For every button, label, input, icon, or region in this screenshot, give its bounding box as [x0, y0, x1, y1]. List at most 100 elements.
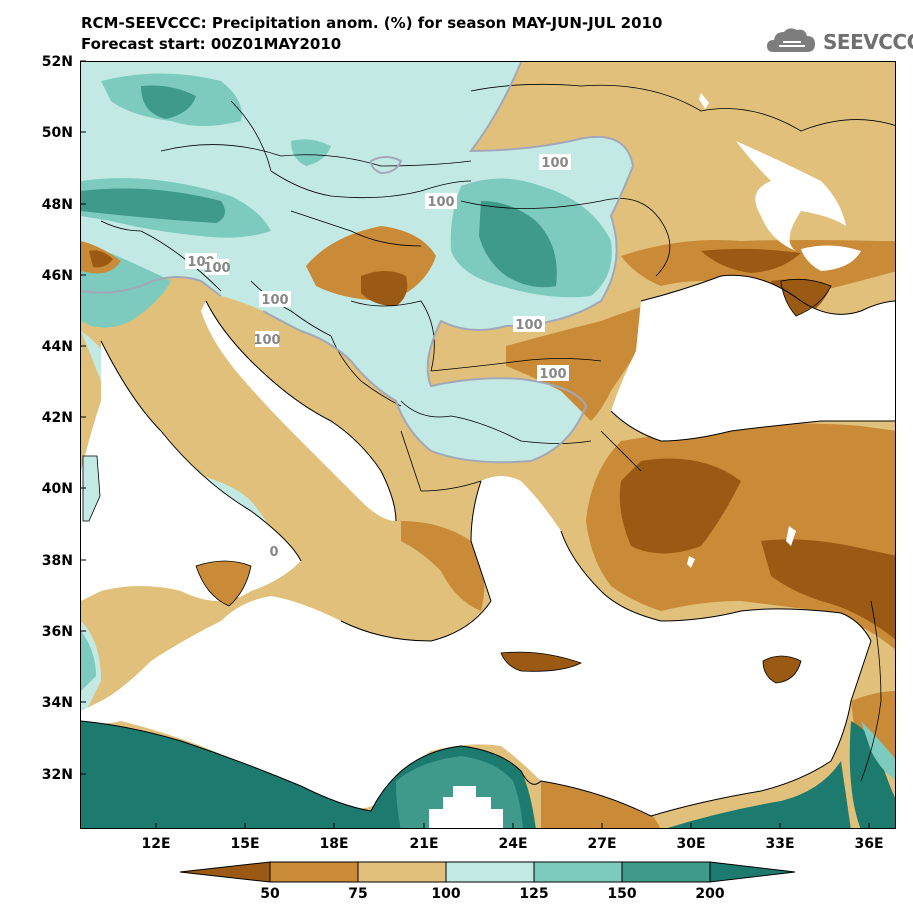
- colorbar-segment-75-100: [357, 861, 447, 883]
- island-crete: [500, 651, 583, 672]
- lat-label: 48N: [41, 197, 73, 213]
- reservoir: [736, 141, 846, 251]
- svg-text:100: 100: [539, 367, 566, 382]
- border: [160, 144, 472, 167]
- border: [600, 430, 642, 472]
- colorbar-label: 200: [695, 886, 725, 902]
- coastline: [205, 300, 397, 522]
- band-lt50: [361, 271, 408, 306]
- contour-label: 0: [267, 543, 281, 560]
- contour-label: 100: [537, 365, 569, 382]
- svg-text:100: 100: [427, 195, 454, 210]
- svg-text:100: 100: [541, 156, 568, 171]
- contour-label: 100: [539, 154, 571, 171]
- lat-label: 50N: [41, 125, 73, 141]
- border: [460, 198, 671, 277]
- lon-label: 36E: [854, 836, 884, 852]
- lon-label: 12E: [141, 836, 171, 852]
- colorbar-segment-125-150: [533, 861, 623, 883]
- colorbar-segment-100-125: [445, 861, 535, 883]
- border: [470, 83, 895, 132]
- band-50-75: [401, 521, 485, 611]
- contour-label: 100: [259, 291, 291, 308]
- map-panel[interactable]: 100 100 100 100 100 100 100 100 0: [80, 61, 896, 829]
- precipitation-map: 100 100 100 100 100 100 100 100 0: [81, 62, 895, 828]
- lat-label: 52N: [41, 54, 73, 70]
- egypt-coast-band: [667, 761, 851, 828]
- sea-adriatic: [201, 301, 396, 521]
- border: [100, 220, 222, 292]
- band-150-200: [479, 201, 557, 288]
- azov-sea: [801, 245, 861, 271]
- contour-label: 100: [425, 193, 457, 210]
- coastline: [560, 530, 872, 642]
- island-sardinia: [82, 455, 101, 522]
- svg-text:0: 0: [269, 545, 278, 560]
- band-lt50: [619, 458, 741, 554]
- coastline: [640, 274, 895, 315]
- coastline: [81, 640, 872, 817]
- colorbar-label: 125: [519, 886, 549, 902]
- lon-label: 18E: [319, 836, 349, 852]
- lon-label: 30E: [676, 836, 706, 852]
- contour-label: 100: [513, 316, 545, 333]
- contour-line: [262, 62, 635, 464]
- band-lt50: [701, 248, 801, 273]
- band-150-200: [81, 188, 225, 223]
- reservoir: [699, 93, 709, 109]
- island-crimea: [780, 278, 832, 317]
- island-sicily: [195, 560, 252, 607]
- coastline: [100, 340, 302, 562]
- anatolia-spot: [786, 526, 796, 546]
- lat-label: 32N: [41, 767, 73, 783]
- colorbar-label: 50: [260, 886, 280, 902]
- border: [290, 210, 422, 247]
- band-125-150: [81, 631, 96, 691]
- lon-label: 24E: [498, 836, 528, 852]
- svg-text:100: 100: [261, 293, 288, 308]
- band-50-75: [506, 301, 661, 421]
- svg-text:100: 100: [253, 333, 280, 348]
- svg-text:100: 100: [203, 261, 230, 276]
- colorbar-label: 150: [607, 886, 637, 902]
- levant-teal: [861, 721, 895, 780]
- svg-text:100: 100: [515, 318, 542, 333]
- lon-label: 21E: [409, 836, 439, 852]
- cloud-icon: [767, 28, 815, 52]
- coastline: [340, 480, 492, 642]
- band-lt50: [89, 250, 113, 268]
- lat-label: 38N: [41, 553, 73, 569]
- lat-label: 34N: [41, 695, 73, 711]
- border: [350, 300, 435, 372]
- forecast-start: Forecast start: 00Z01MAY2010: [81, 35, 342, 53]
- colorbar-segment-gt200: [709, 861, 796, 883]
- logo-text: SEEVCCC: [823, 30, 913, 54]
- lat-label: 36N: [41, 624, 73, 640]
- colorbar-segment-lt50: [179, 861, 271, 883]
- lon-label: 15E: [230, 836, 260, 852]
- lat-label: 46N: [41, 268, 73, 284]
- map-title: RCM-SEEVCCC: Precipitation anom. (%) for…: [81, 14, 663, 32]
- contour-line: [369, 156, 403, 175]
- coastline: [610, 410, 895, 442]
- lat-label: 44N: [41, 339, 73, 355]
- levant-green: [849, 721, 895, 828]
- colorbar-label: 75: [348, 886, 368, 902]
- band-50-75: [541, 779, 661, 828]
- sea-tyrrhenian-ionian: [81, 341, 301, 601]
- lon-label: 33E: [765, 836, 795, 852]
- libya-white: [429, 786, 503, 828]
- anatolia-spot: [687, 556, 695, 568]
- contour-label: 100: [203, 259, 231, 276]
- border: [430, 358, 602, 372]
- colorbar-segment-50-75: [269, 861, 359, 883]
- band-lt50: [761, 539, 895, 640]
- border: [230, 100, 472, 199]
- contour-line: [81, 276, 222, 297]
- sea-black: [611, 275, 895, 441]
- seevccc-logo: SEEVCCC: [765, 24, 913, 58]
- colorbar-label: 100: [431, 886, 461, 902]
- colorbar-segment-150-200: [621, 861, 711, 883]
- lon-label: 27E: [587, 836, 617, 852]
- contour-label: 100: [253, 331, 281, 348]
